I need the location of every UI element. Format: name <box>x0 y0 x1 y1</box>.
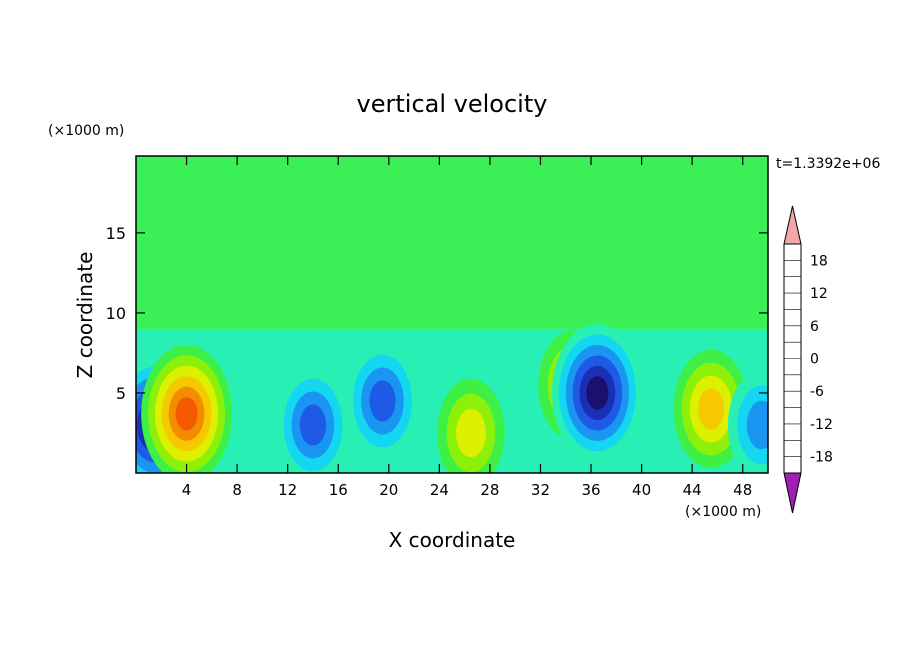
x-tick-label: 12 <box>278 481 297 499</box>
x-axis-ticks: 4 8 12 16 20 24 28 32 36 40 44 48 <box>182 156 752 499</box>
contour-level <box>299 404 327 446</box>
contour-level <box>698 388 725 430</box>
x-tick-label: 32 <box>531 481 550 499</box>
colorbar-over-arrow <box>783 205 802 245</box>
colorbar-tick-label: -6 <box>810 384 824 400</box>
field-feature <box>727 370 768 473</box>
x-tick-label: 20 <box>379 481 398 499</box>
colorbar-under-arrow <box>783 472 802 514</box>
contour-level <box>175 397 198 431</box>
colorbar-tick-label: 18 <box>810 253 828 269</box>
y-tick-label: 10 <box>106 304 126 323</box>
contour-level <box>746 400 768 450</box>
field-feature <box>551 324 643 462</box>
colorbar-tick-label: 6 <box>810 319 819 335</box>
colorbar-tick-label: 0 <box>810 352 819 368</box>
colorbar-tick-label: -12 <box>810 417 833 433</box>
colorbar: 18 12 6 0 -6 -12 -18 <box>783 205 833 514</box>
x-unit-label: (×1000 m) <box>685 504 761 520</box>
x-tick-label: 40 <box>632 481 651 499</box>
y-tick-label: 15 <box>106 224 126 243</box>
x-tick-label: 4 <box>182 481 192 499</box>
colorbar-tick-label: -18 <box>810 450 833 466</box>
contour-level <box>455 408 486 458</box>
contour-level <box>586 376 609 410</box>
contour-level <box>369 380 396 422</box>
x-tick-label: 8 <box>232 481 242 499</box>
field-feature <box>344 341 421 461</box>
x-axis-label: X coordinate <box>389 528 516 552</box>
field-feature <box>141 344 232 473</box>
y-axis-ticks: 5 10 15 <box>106 224 768 403</box>
x-tick-label: 24 <box>430 481 449 499</box>
plot-frame <box>135 155 769 474</box>
y-axis-label: Z coordinate <box>73 252 97 379</box>
colorbar-tick-label: 12 <box>810 286 828 302</box>
time-label: t=1.3392e+06 <box>776 156 880 172</box>
x-tick-label: 28 <box>480 481 499 499</box>
chart-title: vertical velocity <box>357 90 548 118</box>
upper-layer-shade <box>136 156 768 329</box>
x-tick-label: 36 <box>581 481 600 499</box>
x-tick-label: 16 <box>329 481 348 499</box>
x-tick-label: 48 <box>733 481 752 499</box>
y-tick-label: 5 <box>116 384 126 403</box>
y-unit-label: (×1000 m) <box>48 123 124 139</box>
contour-field <box>136 156 768 473</box>
field-feature <box>437 378 505 473</box>
field-feature <box>275 365 351 473</box>
x-tick-label: 44 <box>683 481 702 499</box>
